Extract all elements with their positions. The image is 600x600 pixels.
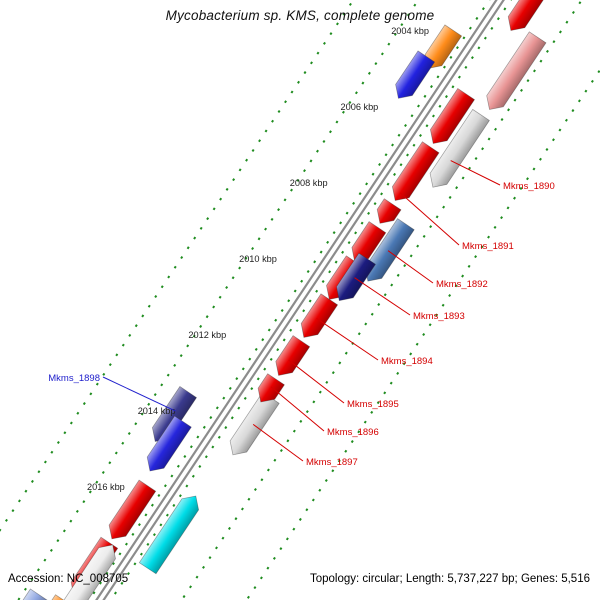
gene-label-Mkms_1895[interactable]: Mkms_1895 xyxy=(347,399,399,410)
genome-backbone-line xyxy=(95,0,498,600)
gene-label-leader xyxy=(288,359,345,404)
gene-arrow[interactable] xyxy=(54,544,116,600)
status-topology: Topology: circular; Length: 5,737,227 bp… xyxy=(309,573,590,585)
gene-arrow-Mkms_1894[interactable] xyxy=(300,293,339,338)
gene-label-leader xyxy=(252,423,304,462)
gene-label-leader xyxy=(102,376,176,412)
gene-arrow[interactable] xyxy=(486,31,547,110)
gene-arrow-Mkms_1897[interactable] xyxy=(229,391,280,456)
gene-label-Mkms_1897[interactable]: Mkms_1897 xyxy=(306,457,358,468)
gene-arrow-Mkms_1893[interactable] xyxy=(336,252,376,302)
scale-tick-label: 2014 kbp xyxy=(138,406,176,416)
scale-tick-dots xyxy=(109,0,513,600)
gene-label-leader xyxy=(450,160,501,186)
gene-arrow[interactable] xyxy=(146,415,192,472)
gene-arrow[interactable] xyxy=(430,88,475,144)
scale-tick-dots xyxy=(17,0,420,600)
gene-arrow-Mkms_1896[interactable] xyxy=(257,373,285,403)
scale-tick-label: 2010 kbp xyxy=(239,254,277,264)
gene-label-leader xyxy=(354,277,411,316)
gene-arrow[interactable] xyxy=(138,495,199,575)
gene-label-Mkms_1892[interactable]: Mkms_1892 xyxy=(436,279,488,290)
gene-label-leader xyxy=(270,386,325,432)
gene-label-Mkms_1890[interactable]: Mkms_1890 xyxy=(503,181,555,192)
scale-tick-dots xyxy=(0,0,355,532)
scale-tick-label: 2016 kbp xyxy=(87,482,125,492)
gene-label-leader xyxy=(316,317,379,361)
gene-arrow[interactable] xyxy=(424,24,463,69)
scale-tick-label: 2004 kbp xyxy=(391,26,429,36)
scale-tick-dots xyxy=(245,68,600,600)
gene-label-Mkms_1898[interactable]: Mkms_1898 xyxy=(48,373,100,384)
gene-label-leader xyxy=(399,192,460,246)
gene-label-Mkms_1894[interactable]: Mkms_1894 xyxy=(381,356,433,367)
gene-label-Mkms_1893[interactable]: Mkms_1893 xyxy=(413,311,465,322)
gene-arrow[interactable] xyxy=(108,479,157,540)
scale-tick-label: 2008 kbp xyxy=(290,178,328,188)
scale-tick-label: 2012 kbp xyxy=(188,330,226,340)
status-accession: Accession: NC_008705 xyxy=(8,573,129,585)
gene-arrow[interactable] xyxy=(376,198,402,224)
genome-backbone-line xyxy=(102,0,505,600)
scale-tick-dots xyxy=(88,0,491,600)
gene-arrow-Mkms_1895[interactable] xyxy=(275,335,311,376)
genome-title: Mycobacterium sp. KMS, complete genome xyxy=(165,8,435,23)
gene-arrow[interactable] xyxy=(395,50,436,99)
gene-arrow[interactable] xyxy=(26,594,73,600)
scale-tick-label: 2006 kbp xyxy=(340,102,378,112)
gene-label-Mkms_1896[interactable]: Mkms_1896 xyxy=(327,427,379,438)
gene-arrow-Mkms_1892[interactable] xyxy=(364,218,415,282)
gene-label-leader xyxy=(387,250,434,284)
gene-arrow-Mkms_1890[interactable] xyxy=(429,108,490,188)
gene-arrow[interactable] xyxy=(0,588,48,600)
gene-arrow[interactable] xyxy=(507,0,555,31)
gene-arrow-Mkms_1891[interactable] xyxy=(392,141,440,201)
gene-label-Mkms_1891[interactable]: Mkms_1891 xyxy=(462,241,514,252)
